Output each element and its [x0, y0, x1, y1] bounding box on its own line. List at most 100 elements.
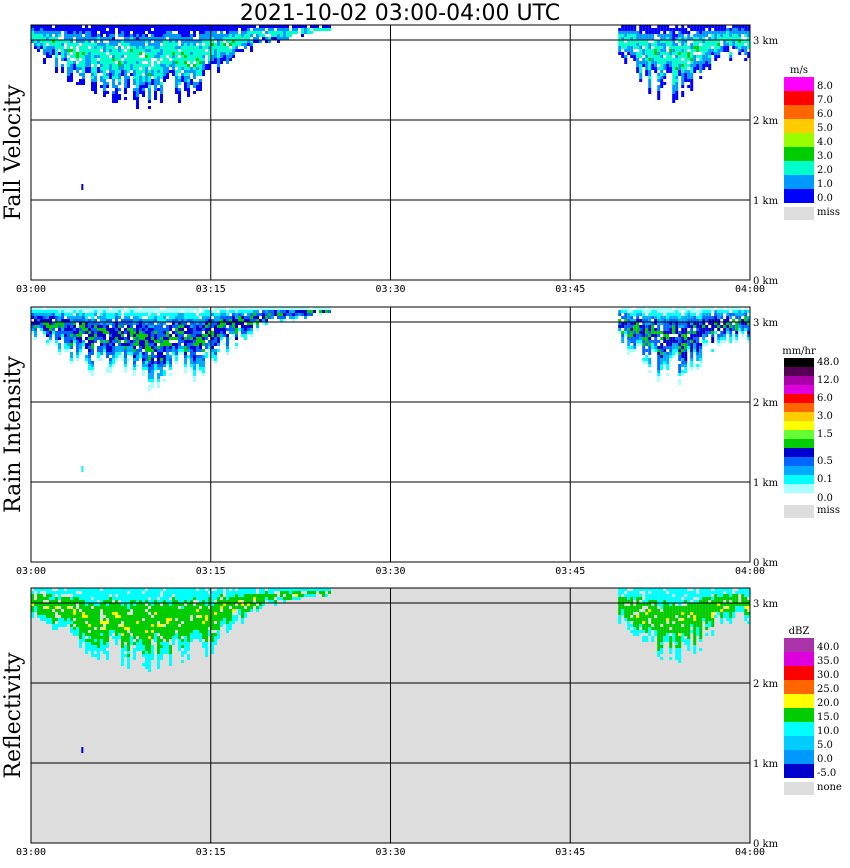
echo-cell [85, 28, 88, 31]
echo-cell [675, 82, 679, 85]
echo-cell [163, 600, 166, 603]
echo-cell [241, 37, 244, 40]
echo-cell [145, 70, 148, 73]
echo-cell [265, 594, 268, 597]
echo-cell [151, 591, 154, 594]
echo-cell [73, 609, 76, 612]
echo-cell [196, 337, 199, 340]
echo-cell [624, 28, 628, 31]
echo-cell [642, 331, 646, 334]
echo-cell [717, 28, 721, 31]
echo-cell [199, 633, 202, 636]
echo-cell [220, 307, 223, 310]
echo-cell [172, 28, 175, 31]
echo-cell [169, 594, 172, 597]
echo-cell [187, 25, 190, 28]
echo-cell [76, 70, 79, 73]
echo-cell [178, 46, 181, 49]
echo-cell [636, 343, 640, 346]
echo-cell [175, 633, 178, 636]
echo-cell [100, 313, 103, 316]
echo-cell [187, 85, 190, 88]
echo-cell [696, 28, 700, 31]
echo-cell [130, 313, 133, 316]
echo-cell [145, 615, 148, 618]
echo-cell [253, 310, 256, 313]
echo-cell [157, 67, 160, 70]
echo-cell [220, 325, 223, 328]
echo-cell [70, 612, 73, 615]
echo-cell [636, 310, 640, 313]
echo-cell [103, 64, 106, 67]
echo-cell [657, 340, 661, 343]
echo-cell [211, 49, 214, 52]
echo-cell [660, 46, 664, 49]
echo-cell [193, 337, 196, 340]
echo-cell [76, 307, 79, 310]
echo-cell [157, 609, 160, 612]
echo-cell [97, 355, 100, 358]
echo-cell [705, 34, 709, 37]
echo-cell [55, 325, 58, 328]
echo-cell [310, 31, 313, 34]
echo-cell [235, 337, 238, 340]
echo-cell [76, 310, 79, 313]
echo-cell [103, 94, 106, 97]
echo-cell [196, 594, 199, 597]
echo-cell [73, 61, 76, 64]
echo-cell [693, 340, 697, 343]
echo-cell [133, 61, 136, 64]
echo-cell [205, 313, 208, 316]
echo-cell [684, 40, 688, 43]
echo-cell [31, 331, 34, 334]
echo-cell [214, 55, 217, 58]
echo-cell [238, 597, 241, 600]
grid [31, 307, 750, 562]
echo-cell [205, 355, 208, 358]
echo-cell [88, 370, 91, 373]
echo-cell [708, 55, 712, 58]
echo-cell [642, 349, 646, 352]
echo-cell [687, 319, 691, 322]
echo-cell [136, 364, 139, 367]
echo-cell [109, 328, 112, 331]
echo-cell [199, 61, 202, 64]
echo-cell [163, 343, 166, 346]
echo-cell [741, 328, 745, 331]
echo-cell [142, 594, 145, 597]
echo-cell [205, 594, 208, 597]
echo-cell [136, 645, 139, 648]
echo-cell [79, 25, 82, 28]
echo-cell [58, 334, 61, 337]
echo-cell [157, 627, 160, 630]
echo-cell [211, 355, 214, 358]
echo-cell [91, 591, 94, 594]
echo-cell [280, 594, 283, 597]
echo-cell [648, 334, 652, 337]
echo-cell [277, 25, 280, 28]
echo-cell [169, 621, 172, 624]
echo-cell [283, 31, 286, 34]
echo-cell [214, 606, 217, 609]
echo-cell [217, 597, 220, 600]
echo-cell [193, 376, 196, 379]
echo-cell [214, 34, 217, 37]
echo-cell [121, 630, 124, 633]
echo-cell [85, 358, 88, 361]
echo-cell [79, 340, 82, 343]
echo-cell [139, 648, 142, 651]
echo-cell [687, 346, 691, 349]
echo-cell [633, 46, 637, 49]
echo-cell [169, 654, 172, 657]
echo-cell [88, 648, 91, 651]
echo-cell [88, 603, 91, 606]
echo-cell [214, 639, 217, 642]
echo-cell [166, 337, 169, 340]
echo-cell [148, 337, 151, 340]
echo-cell [277, 31, 280, 34]
echo-cell [70, 603, 73, 606]
echo-cell [169, 25, 172, 28]
echo-cell [124, 591, 127, 594]
echo-cell [214, 58, 217, 61]
echo-cell [121, 343, 124, 346]
